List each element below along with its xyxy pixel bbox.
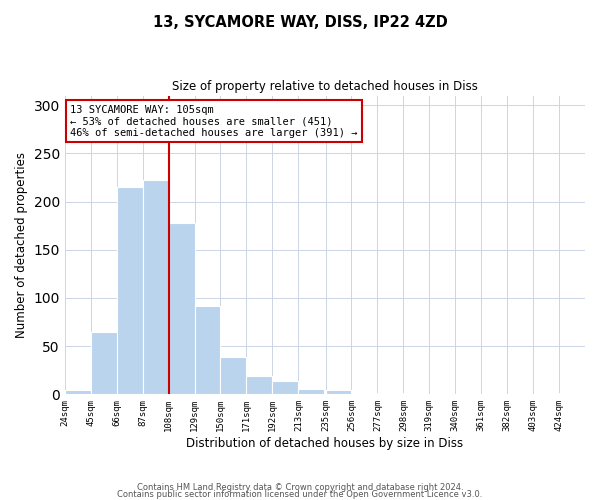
Bar [272, 381, 298, 394]
Bar [326, 390, 352, 394]
Bar [247, 376, 272, 394]
X-axis label: Distribution of detached houses by size in Diss: Distribution of detached houses by size … [187, 437, 463, 450]
Bar [91, 332, 116, 394]
Bar [194, 306, 220, 394]
Bar [169, 223, 194, 394]
Bar [298, 388, 324, 394]
Y-axis label: Number of detached properties: Number of detached properties [15, 152, 28, 338]
Bar [143, 180, 169, 394]
Text: Contains public sector information licensed under the Open Government Licence v3: Contains public sector information licen… [118, 490, 482, 499]
Title: Size of property relative to detached houses in Diss: Size of property relative to detached ho… [172, 80, 478, 93]
Text: Contains HM Land Registry data © Crown copyright and database right 2024.: Contains HM Land Registry data © Crown c… [137, 484, 463, 492]
Bar [65, 390, 91, 394]
Bar [220, 356, 247, 395]
Text: 13 SYCAMORE WAY: 105sqm
← 53% of detached houses are smaller (451)
46% of semi-d: 13 SYCAMORE WAY: 105sqm ← 53% of detache… [70, 104, 358, 138]
Text: 13, SYCAMORE WAY, DISS, IP22 4ZD: 13, SYCAMORE WAY, DISS, IP22 4ZD [152, 15, 448, 30]
Bar [116, 187, 143, 394]
